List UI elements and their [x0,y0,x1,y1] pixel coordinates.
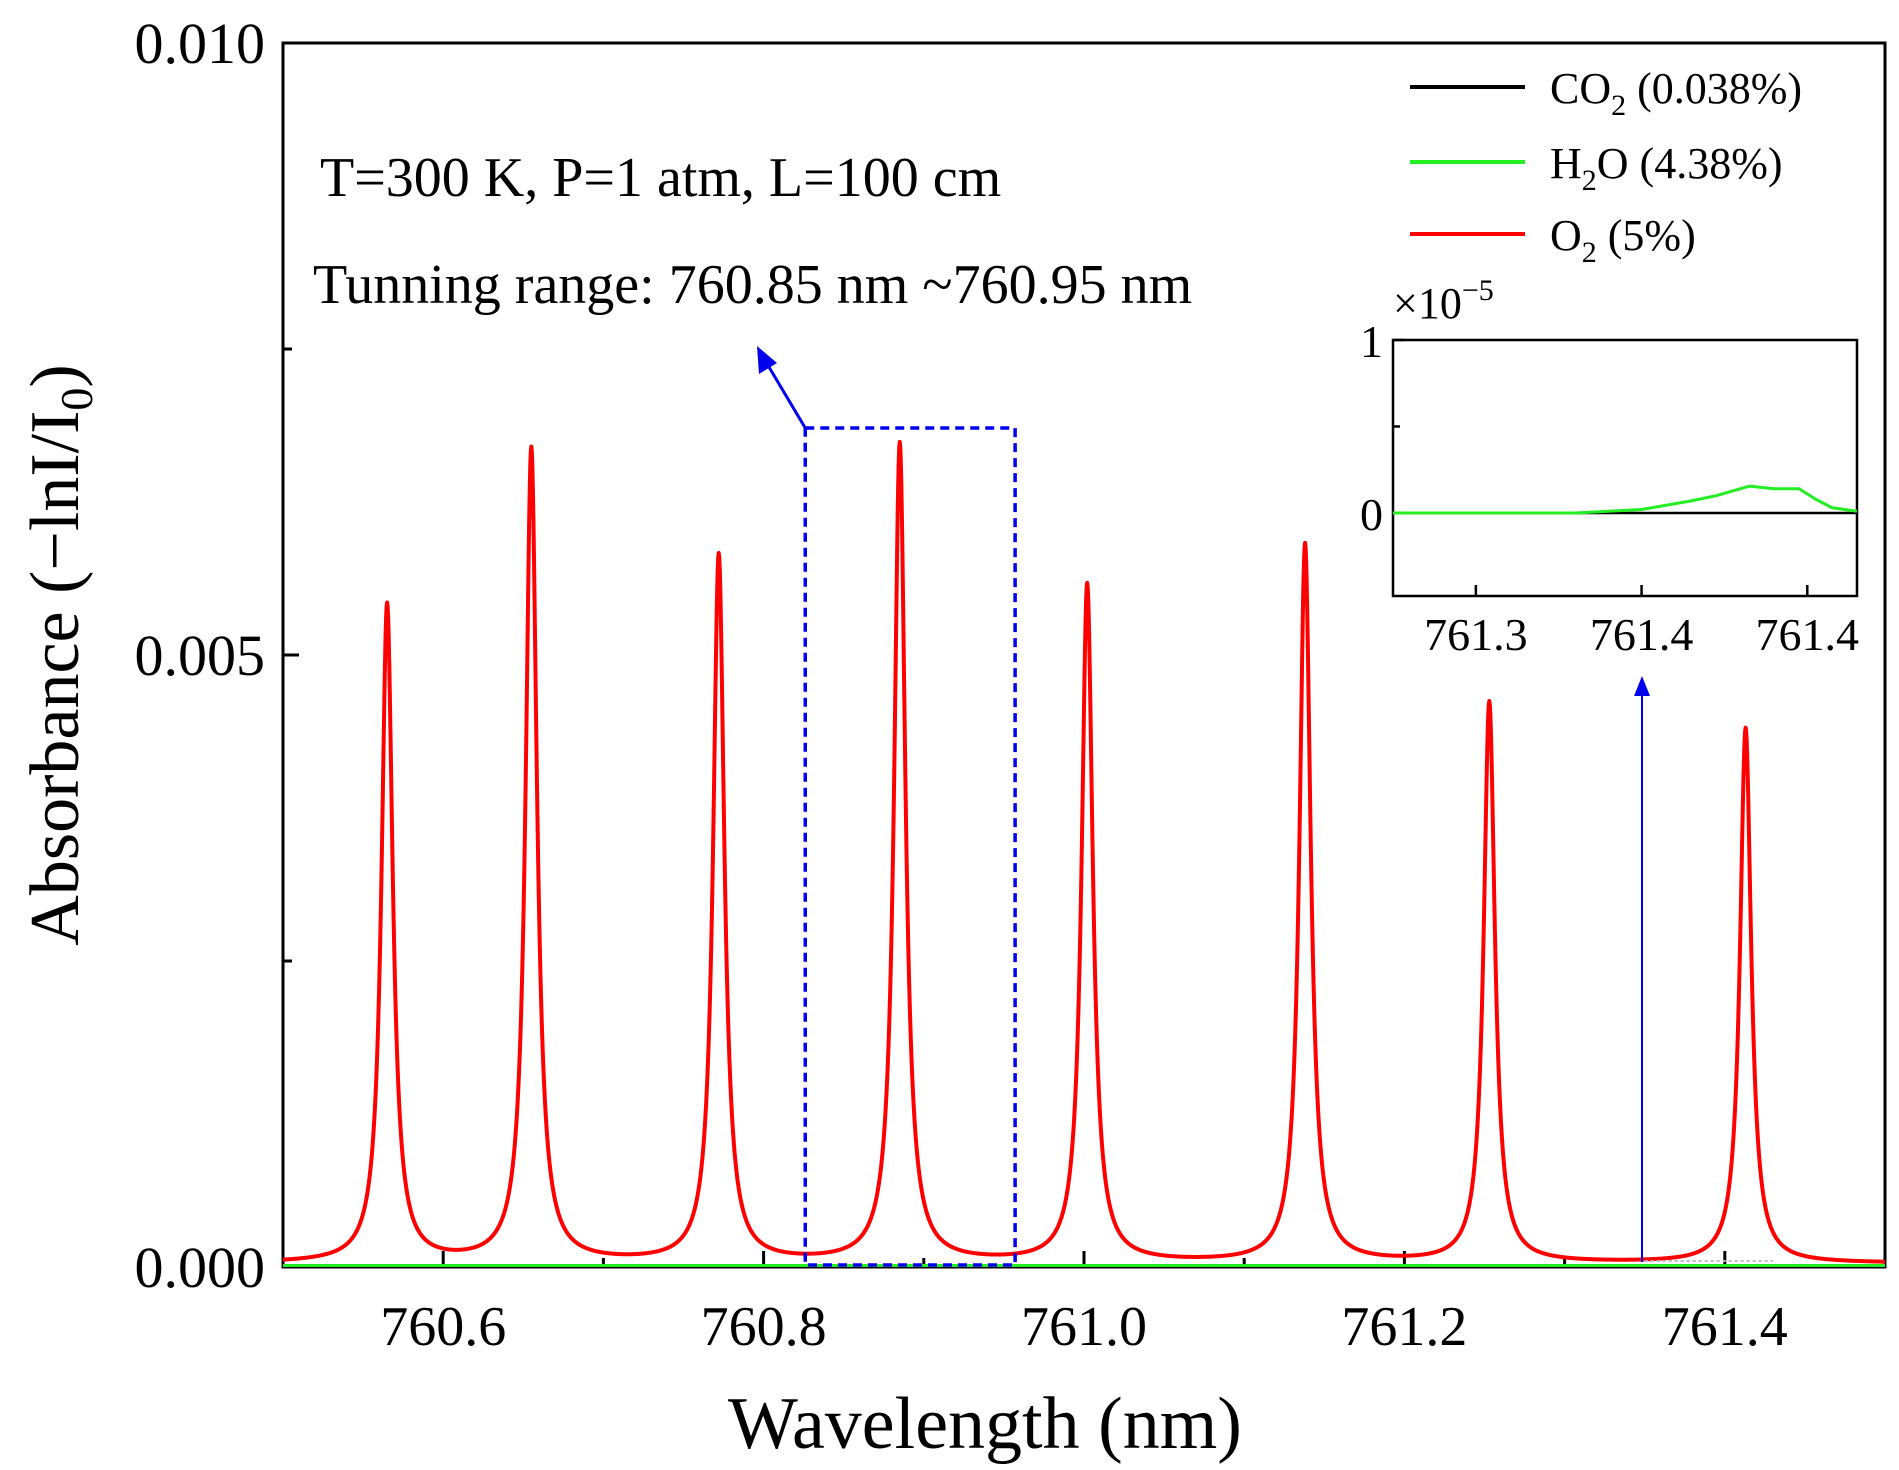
series-lines [281,439,1887,1267]
x-tick-label: 761.0 [1021,1296,1147,1358]
inset-y-tick-label: 0 [1360,489,1383,540]
inset-x-tick-label: 761.4 [1590,609,1694,660]
inset-h2o-line [1393,484,1858,515]
tuning-range-arrow-shaft [764,361,807,429]
inset-axis-ticks: 0 1 761.3 761.4 761.4 [1360,316,1859,660]
x-tick-label: 761.2 [1341,1296,1467,1358]
y-tick-label: 0.000 [135,1235,266,1300]
inset-multiplier: ×10−5 [1393,274,1494,328]
tuning-range-arrow-head [757,346,777,374]
main-plot: 760.6 760.8 761.0 761.2 761.4 0.000 0.005 0.01… [135,11,1887,1358]
y-axis-ticks: 0.000 0.005 0.010 [135,11,299,1300]
y-tick-label: 0.010 [135,11,266,76]
conditions-annotation: T=300 K, P=1 atm, L=100 cm [320,147,1001,209]
tuning-range-annotation [757,346,1017,1267]
y-tick-label: 0.005 [135,623,266,688]
y-axis-label: Absorbance (−lnI/I0) [17,364,102,945]
tuning-range-box [803,426,1017,1267]
tuning-range-annotation-text: Tunning range: 760.85 nm ~760.95 nm [313,254,1192,316]
inset-multiplier-exp: −5 [1462,274,1494,307]
inset-x-tick-label: 761.3 [1424,609,1528,660]
legend-label: H2O (4.38%) [1550,139,1783,197]
inset-multiplier-base: ×10 [1393,279,1462,328]
inset-plot: 0 1 761.3 761.4 761.4 ×10−5 [1360,274,1859,660]
x-axis-ticks: 760.6 760.8 761.0 761.2 761.4 [380,1251,1788,1358]
legend-label: CO2 (0.038%) [1550,64,1802,122]
x-axis-label: Wavelength (nm) [728,1383,1242,1465]
y-axis-label-close: ) [17,364,94,387]
legend: CO2 (0.038%) H2O (4.38%) O2 (5%) [1410,64,1802,269]
y-axis-label-base: Absorbance (−lnI/I [17,411,94,946]
inset-pointer-arrow [1634,676,1650,1262]
legend-label: O2 (5%) [1550,211,1696,269]
x-tick-label: 760.8 [701,1296,827,1358]
y-axis-label-sub: 0 [51,388,102,411]
inset-lines [1393,484,1858,515]
inset-x-tick-label: 761.4 [1756,609,1860,660]
x-tick-label: 760.6 [380,1296,506,1358]
series-line [281,439,1887,1264]
x-tick-label: 761.4 [1662,1296,1788,1358]
inset-plot-frame [1391,338,1859,598]
inset-y-tick-label: 1 [1360,316,1383,367]
